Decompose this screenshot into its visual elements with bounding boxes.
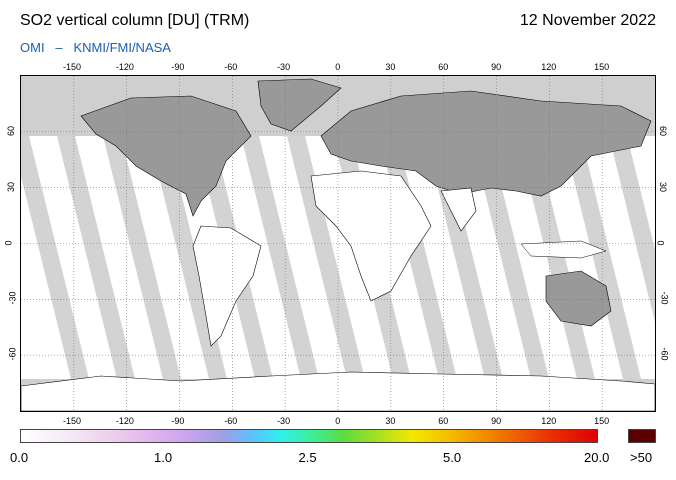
swath-gap-band bbox=[471, 136, 549, 379]
map-canvas bbox=[21, 76, 655, 411]
tick-label: -150 bbox=[63, 62, 82, 72]
swath-gap-band bbox=[21, 136, 89, 379]
tick-label: 120 bbox=[541, 416, 557, 426]
tick-label: -90 bbox=[171, 416, 185, 426]
tick-label: -60 bbox=[224, 416, 238, 426]
tick-label: 0 bbox=[655, 239, 666, 246]
colorbar-tick-label: 20.0 bbox=[584, 450, 610, 465]
colorbar-tick-label: 0.0 bbox=[10, 450, 29, 465]
map-date: 12 November 2022 bbox=[519, 12, 656, 29]
overflow-label: >50 bbox=[630, 450, 653, 465]
swath-gap-band bbox=[241, 136, 319, 379]
map-title: SO2 vertical column [DU] (TRM) bbox=[20, 12, 250, 29]
tick-label: 0 bbox=[335, 416, 341, 426]
tick-label: 150 bbox=[594, 62, 610, 72]
tick-label: 0 bbox=[3, 239, 14, 246]
tick-label: 30 bbox=[658, 181, 669, 192]
colorbar-tick-label: 2.5 bbox=[298, 450, 317, 465]
eurasia bbox=[320, 90, 652, 197]
tick-label: -60 bbox=[224, 62, 238, 72]
tick-label: -60 bbox=[7, 347, 18, 361]
tick-label: 0 bbox=[335, 62, 341, 72]
tick-label: 120 bbox=[541, 62, 557, 72]
tick-label: 150 bbox=[594, 416, 610, 426]
colorbar-tick-label: 5.0 bbox=[443, 450, 462, 465]
tick-label: -30 bbox=[277, 62, 291, 72]
tick-label: -150 bbox=[63, 416, 82, 426]
tick-label: -30 bbox=[659, 291, 670, 305]
graticule bbox=[21, 76, 655, 411]
india bbox=[440, 187, 477, 232]
australia bbox=[545, 270, 612, 327]
tick-label: 60 bbox=[658, 125, 669, 136]
overflow-color-box bbox=[628, 429, 656, 443]
data-source: OMI – KNMI/FMI/NASA bbox=[20, 40, 171, 55]
so2-colorbar bbox=[20, 429, 598, 443]
greenland bbox=[257, 78, 342, 132]
tick-label: 30 bbox=[385, 416, 396, 426]
swath-gap-band bbox=[103, 136, 181, 379]
tick-label: -90 bbox=[171, 62, 185, 72]
tick-label: 60 bbox=[438, 416, 449, 426]
tick-label: 90 bbox=[491, 416, 502, 426]
tick-label: 90 bbox=[491, 62, 502, 72]
tick-label: -30 bbox=[7, 291, 18, 305]
tick-label: -120 bbox=[115, 62, 134, 72]
colorbar-tick-label: 1.0 bbox=[154, 450, 173, 465]
tick-label: -30 bbox=[277, 416, 291, 426]
tick-label: -120 bbox=[115, 416, 134, 426]
swath-gap-band bbox=[287, 136, 365, 379]
south-america bbox=[192, 225, 262, 347]
swath-gap-band bbox=[609, 136, 655, 323]
so2-map[interactable] bbox=[20, 75, 656, 412]
indonesia bbox=[520, 240, 607, 259]
swath-gap-band bbox=[563, 136, 641, 379]
north-america bbox=[80, 95, 252, 217]
tick-label: 30 bbox=[385, 62, 396, 72]
tick-label: 60 bbox=[6, 125, 17, 136]
tick-label: 60 bbox=[438, 62, 449, 72]
tick-label: 30 bbox=[6, 181, 17, 192]
swath-gap-band bbox=[57, 136, 135, 379]
tick-label: -60 bbox=[659, 347, 670, 361]
africa bbox=[310, 170, 432, 302]
